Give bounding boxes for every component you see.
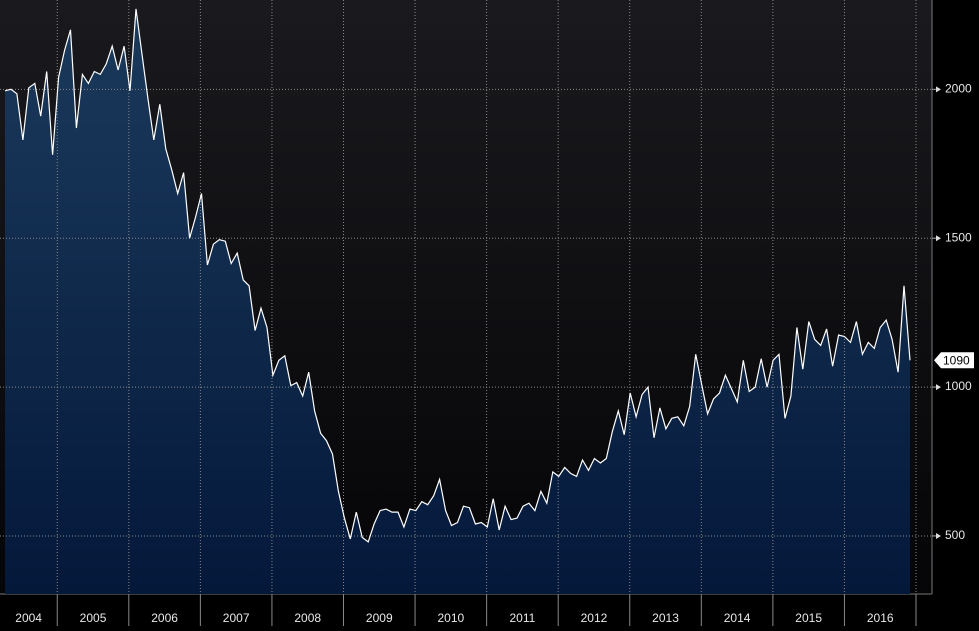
x-tick-label: 2006 xyxy=(151,611,178,625)
x-tick-label: 2009 xyxy=(366,611,393,625)
x-tick-label: 2016 xyxy=(867,611,894,625)
x-tick-label: 2004 xyxy=(15,611,42,625)
x-tick-label: 2012 xyxy=(581,611,608,625)
y-tick-label: 1500 xyxy=(945,230,972,244)
y-tick-arrow xyxy=(936,384,941,391)
area-fill xyxy=(5,8,910,594)
y-tick-label: 2000 xyxy=(945,81,972,95)
x-tick-label: 2011 xyxy=(510,611,536,625)
x-tick-label: 2008 xyxy=(294,611,321,625)
x-tick-label: 2014 xyxy=(724,611,751,625)
x-tick-label: 2010 xyxy=(437,611,464,625)
x-tick-label: 2005 xyxy=(80,611,107,625)
x-tick-label: 2015 xyxy=(795,611,822,625)
y-tick-label: 500 xyxy=(945,528,965,542)
y-tick-arrow xyxy=(936,532,941,539)
last-value-tag xyxy=(934,352,974,369)
y-tick-arrow xyxy=(936,86,941,93)
y-tick-label: 1000 xyxy=(945,379,972,393)
x-tick-label: 2013 xyxy=(652,611,679,625)
y-tick-arrow xyxy=(936,235,941,242)
last-value-label: 1090 xyxy=(943,353,970,367)
x-tick-label: 2007 xyxy=(223,611,250,625)
line xyxy=(4,8,911,543)
x-axis-band xyxy=(0,594,979,631)
